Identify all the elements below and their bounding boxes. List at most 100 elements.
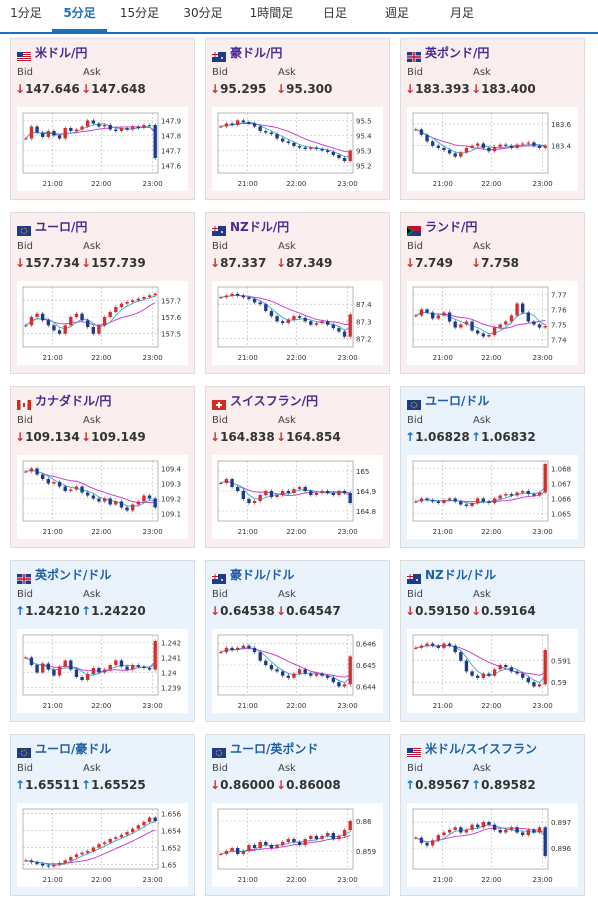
rate-card[interactable]: 米ドル/円 Bid Ask ↓147.646 ↓147.648 147.9 147.8 147… — [10, 38, 195, 200]
y-tick-label: 0.591 — [551, 658, 571, 666]
rate-card[interactable]: NZドル/ドル Bid Ask ↓0.59150 ↓0.59164 0.591 0.59 21… — [400, 560, 585, 722]
rate-card[interactable]: ランド/円 Bid Ask ↓7.749 ↓7.758 7.77 7.76 7.75 7.74 2… — [400, 212, 585, 374]
bid-label: Bid — [407, 589, 423, 600]
pair-name[interactable]: 豪ドル/ドル — [230, 567, 295, 582]
price-chart[interactable]: 0.591 0.59 21:00 22:00 23:00 — [407, 629, 578, 713]
price-chart[interactable]: 1.068 1.067 1.066 1.065 21:00 22:00 23:00 — [407, 455, 578, 539]
pair-name[interactable]: 英ポンド/円 — [425, 45, 490, 60]
y-tick-label: 1.065 — [551, 511, 571, 519]
bid-value-text: 0.59150 — [415, 604, 470, 618]
candle — [102, 842, 107, 845]
price-chart[interactable]: 0.86 0.859 21:00 22:00 23:00 — [212, 803, 383, 887]
price-chart[interactable]: 1.656 1.654 1.652 1.65 21:00 22:00 23:00 — [17, 803, 188, 887]
price-chart[interactable]: 7.77 7.76 7.75 7.74 21:00 22:00 23:00 — [407, 281, 578, 365]
ask-value-text: 1.24220 — [91, 604, 146, 618]
candle — [414, 647, 418, 649]
candle — [521, 303, 525, 313]
tab-0[interactable]: 1分足 — [10, 6, 42, 20]
price-chart[interactable]: 165 164.9 164.8 21:00 22:00 23:00 — [212, 455, 383, 539]
bid-value: ↓109.134 — [15, 430, 80, 444]
tab-4[interactable]: 1時間足 — [249, 6, 294, 20]
rate-card[interactable]: 豪ドル/円 Bid Ask ↓95.295 ↓95.300 95.5 95.4 95.3 95.… — [205, 38, 390, 200]
candle — [97, 498, 101, 502]
x-tick-label: 21:00 — [433, 528, 453, 536]
pair-name[interactable]: NZドル/ドル — [425, 567, 497, 582]
price-chart[interactable]: 157.7 157.6 157.5 21:00 22:00 23:00 — [17, 281, 188, 365]
bid-value: ↓164.838 — [210, 430, 275, 444]
candle — [537, 145, 542, 148]
price-chart[interactable]: 109.4 109.3 109.2 109.1 21:00 22:00 23:00 — [17, 455, 188, 539]
tab-1[interactable]: 5分足 — [52, 0, 107, 32]
pair-name[interactable]: ユーロ/ドル — [425, 393, 490, 408]
ask-value: ↓164.854 — [276, 430, 341, 444]
y-tick-label: 7.75 — [551, 322, 567, 330]
price-chart[interactable]: 0.646 0.645 0.644 21:00 22:00 23:00 — [212, 629, 383, 713]
pair-name[interactable]: ユーロ/円 — [35, 219, 88, 234]
candle — [108, 312, 112, 317]
candle — [241, 491, 245, 499]
candle — [236, 293, 240, 296]
pair-name[interactable]: スイスフラン/円 — [230, 393, 319, 408]
candle — [303, 147, 307, 149]
candle — [498, 324, 502, 328]
candle — [131, 126, 135, 130]
price-chart[interactable]: 1.242 1.241 1.24 1.239 21:00 22:00 23:00 — [17, 629, 188, 713]
pair-name[interactable]: 米ドル/スイスフラン — [425, 741, 538, 756]
rate-card[interactable]: ユーロ/豪ドル Bid Ask ↑1.65511 ↑1.65525 1.656 1.654 1… — [10, 734, 195, 896]
rate-card[interactable]: NZドル/円 Bid Ask ↓87.337 ↓87.349 87.4 87.3 87.2 21… — [205, 212, 390, 374]
ask-value-text: 0.89582 — [481, 778, 536, 792]
x-tick-label: 21:00 — [43, 354, 63, 362]
price-chart[interactable]: 147.9 147.8 147.7 147.6 21:00 22:00 23:00 — [17, 107, 188, 191]
pair-name[interactable]: ユーロ/英ポンド — [230, 741, 319, 756]
price-chart[interactable]: 87.4 87.3 87.2 21:00 22:00 23:00 — [212, 281, 383, 365]
tab-5[interactable]: 日足 — [322, 6, 347, 20]
candle — [447, 829, 452, 833]
rate-card[interactable]: 豪ドル/ドル Bid Ask ↓0.64538 ↓0.64547 0.646 0.645 0.… — [205, 560, 390, 722]
candle — [142, 495, 146, 502]
rate-card[interactable]: 英ポンド/円 Bid Ask ↓183.393 ↓183.400 183.6 183.4 21… — [400, 38, 585, 200]
pair-name[interactable]: 豪ドル/円 — [230, 45, 283, 60]
tab-6[interactable]: 週足 — [384, 6, 409, 20]
rate-card[interactable]: ユーロ/英ポンド Bid Ask ↓0.86000 ↓0.86008 0.86 0.859 2… — [205, 734, 390, 896]
candle — [119, 303, 124, 307]
pair-name[interactable]: NZドル/円 — [230, 219, 290, 234]
tab-3[interactable]: 30分足 — [183, 6, 223, 20]
candle — [515, 303, 519, 316]
arrow-down-icon: ↓ — [405, 82, 416, 96]
pair-name[interactable]: カナダドル/円 — [35, 393, 112, 408]
candle — [509, 827, 514, 830]
candle — [97, 123, 101, 127]
tab-2[interactable]: 15分足 — [119, 6, 160, 20]
pair-name[interactable]: 米ドル/円 — [35, 45, 88, 60]
candle — [74, 129, 79, 131]
price-chart[interactable]: 0.897 0.896 21:00 22:00 23:00 — [407, 803, 578, 887]
rate-card[interactable]: カナダドル/円 Bid Ask ↓109.134 ↓109.149 109.4 109.3 1… — [10, 386, 195, 548]
candle — [314, 147, 319, 149]
x-tick-label: 21:00 — [238, 702, 258, 710]
pair-name[interactable]: ユーロ/豪ドル — [35, 741, 112, 756]
rate-card[interactable]: 米ドル/スイスフラン Bid Ask ↑0.89567 ↑0.89582 0.897 0.8… — [400, 734, 585, 896]
tab-7[interactable]: 月足 — [449, 6, 474, 20]
candle — [224, 647, 229, 653]
pair-name[interactable]: 英ポンド/ドル — [35, 567, 112, 582]
rate-card[interactable]: ユーロ/円 Bid Ask ↓157.734 ↓157.739 157.7 157.6 157… — [10, 212, 195, 374]
candle — [286, 491, 290, 493]
candle — [453, 498, 457, 502]
y-tick-label: 147.6 — [161, 163, 182, 171]
plot-frame — [22, 112, 159, 174]
rate-card[interactable]: ユーロ/ドル Bid Ask ↑1.06828 ↑1.06832 1.068 1.067 1.… — [400, 386, 585, 548]
price-chart[interactable]: 95.5 95.4 95.3 95.2 21:00 22:00 23:00 — [212, 107, 383, 191]
pair-name[interactable]: ランド/円 — [425, 219, 478, 234]
bid-label: Bid — [17, 589, 33, 600]
bid-value: ↓95.295 — [210, 82, 266, 96]
bid-value: ↓0.64538 — [210, 604, 275, 618]
x-tick-label: 23:00 — [533, 354, 553, 362]
rate-card[interactable]: 英ポンド/ドル Bid Ask ↑1.24210 ↑1.24220 1.242 1.241 1… — [10, 560, 195, 722]
plot-frame — [217, 808, 354, 870]
candle — [436, 315, 440, 319]
ask-value: ↓183.400 — [471, 82, 536, 96]
price-chart[interactable]: 183.6 183.4 21:00 22:00 23:00 — [407, 107, 578, 191]
rate-card[interactable]: スイスフラン/円 Bid Ask ↓164.838 ↓164.854 165 164.9 16… — [205, 386, 390, 548]
arrow-up-icon: ↑ — [15, 778, 26, 792]
candle — [57, 666, 62, 676]
